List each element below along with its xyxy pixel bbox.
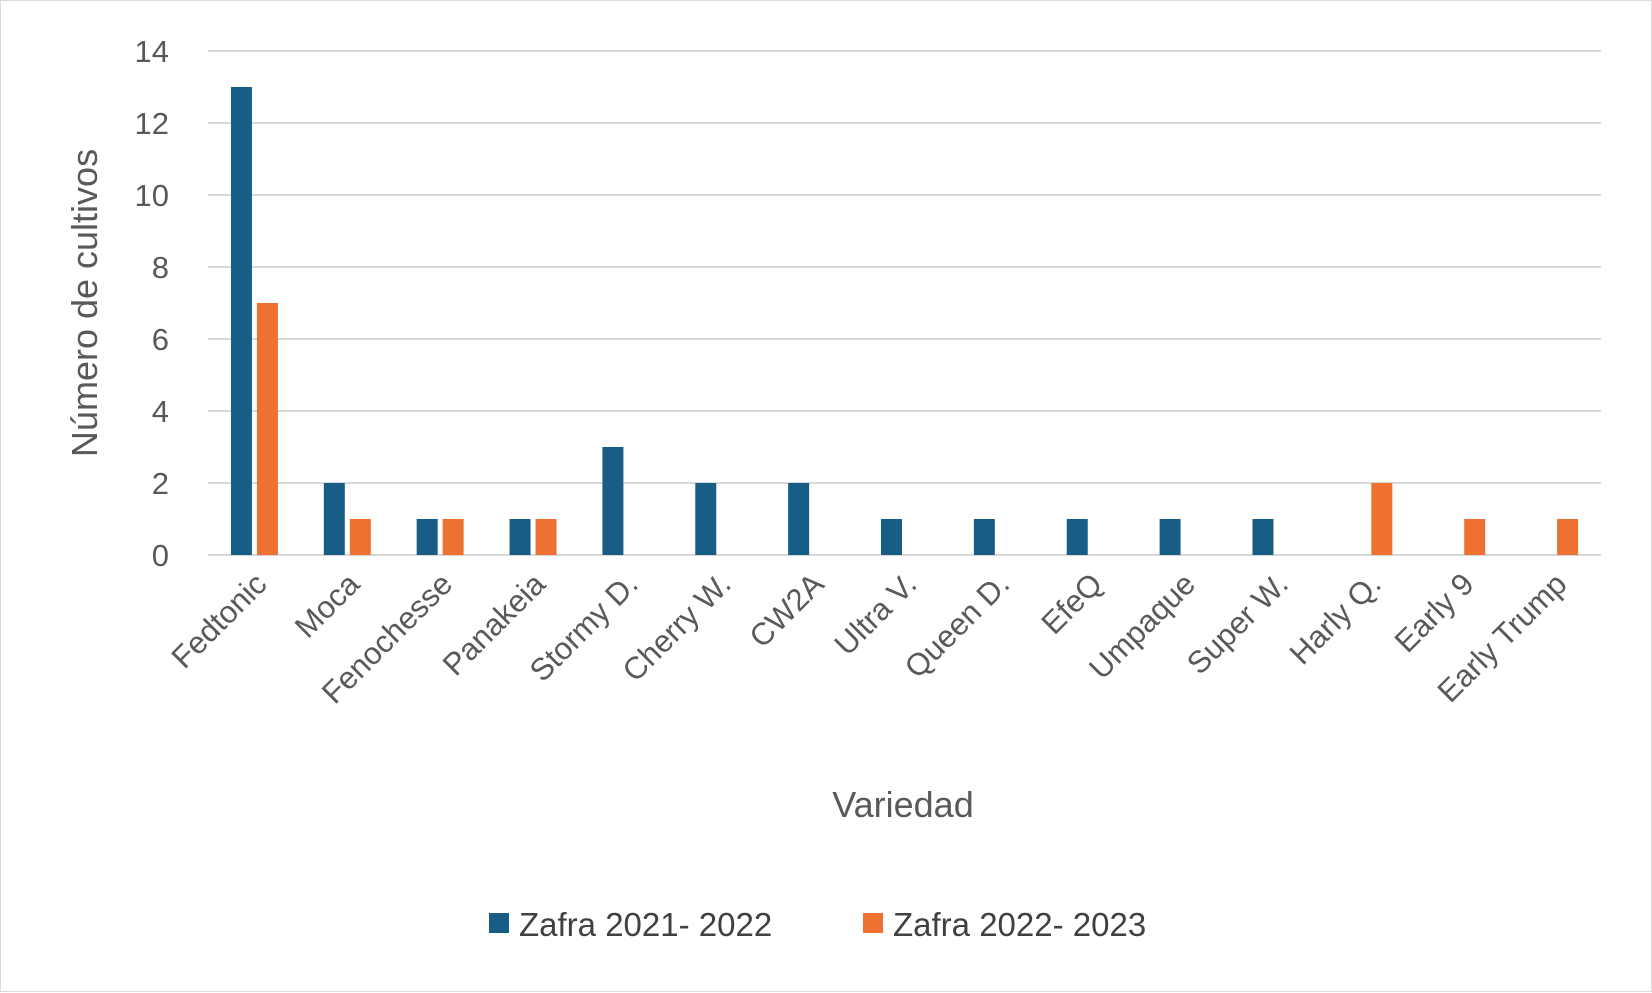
bars (230, 87, 1579, 555)
bar-series-1-0 (230, 87, 252, 555)
bar-series-1-6 (788, 483, 810, 555)
x-tick-label: EfeQ (1034, 566, 1109, 641)
bar-series-1-3 (509, 519, 531, 555)
bar-series-1-2 (416, 519, 438, 555)
bar-series-2-1 (349, 519, 371, 555)
x-tick-label: Moca (288, 566, 367, 645)
bar-series-2-13 (1464, 519, 1486, 555)
bar-series-2-3 (535, 519, 557, 555)
y-tick-label: 10 (135, 178, 169, 213)
legend: Zafra 2021- 2022 Zafra 2022- 2023 (489, 906, 1146, 943)
x-tick-label: CW2A (742, 566, 830, 654)
bar-series-1-10 (1159, 519, 1181, 555)
x-tick-label: Early 9 (1388, 566, 1481, 659)
bar-series-1-7 (881, 519, 902, 555)
bar-series-1-4 (602, 447, 624, 555)
bar-series-1-8 (973, 519, 995, 555)
x-axis-title: Variedad (832, 784, 973, 825)
bar-series-1-1 (323, 483, 345, 555)
bar-series-1-9 (1066, 519, 1088, 555)
y-tick-label: 2 (152, 466, 169, 501)
y-tick-label: 8 (152, 250, 169, 285)
legend-label-2: Zafra 2022- 2023 (893, 906, 1146, 943)
y-axis-ticks: 0 2 4 6 8 10 12 14 (135, 34, 169, 573)
y-tick-label: 4 (152, 394, 169, 429)
bar-series-2-2 (442, 519, 464, 555)
y-axis-title: Número de cultivos (64, 149, 105, 457)
bar-series-1-11 (1252, 519, 1274, 555)
bar-series-1-5 (695, 483, 717, 555)
x-tick-label: Super W. (1180, 566, 1295, 681)
y-tick-label: 6 (152, 322, 169, 357)
y-tick-label: 12 (135, 106, 169, 141)
legend-swatch-2 (863, 913, 883, 933)
y-tick-label: 14 (135, 34, 169, 69)
gridlines (208, 50, 1601, 556)
y-tick-label: 0 (152, 538, 169, 573)
bar-series-2-12 (1371, 483, 1393, 555)
legend-swatch-1 (489, 913, 509, 933)
bar-series-2-0 (256, 303, 278, 555)
x-tick-label: Fedtonic (165, 566, 274, 675)
bar-series-2-14 (1557, 519, 1579, 555)
legend-label-1: Zafra 2021- 2022 (519, 906, 772, 943)
x-tick-label: Harly Q. (1283, 566, 1388, 671)
